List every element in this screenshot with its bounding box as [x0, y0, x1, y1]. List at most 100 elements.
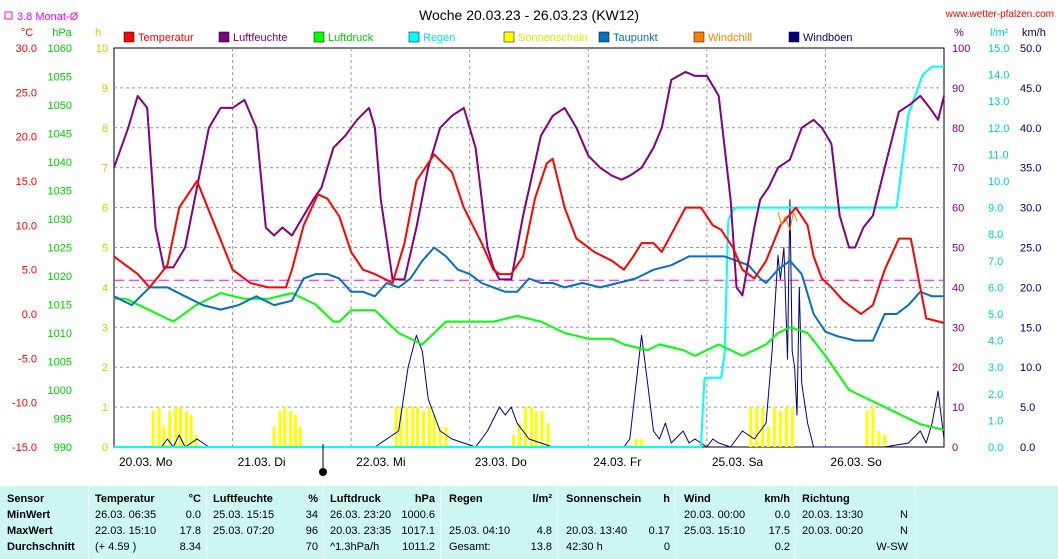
stats-col-sensor: Sensor MinWert MaxWert Durchschnitt	[0, 486, 88, 559]
sunshine-bar	[157, 407, 161, 447]
axis-tick-wind: 5.0	[1020, 402, 1035, 414]
stats-cell: 25.03. 07:20	[213, 525, 275, 537]
axis-tick-press: 1055	[48, 72, 72, 84]
sunshine-bar	[411, 407, 415, 447]
stats-cell: 25.03. 15:15	[213, 509, 275, 521]
stats-cell: 26.03. 06:35	[95, 509, 157, 521]
axis-tick-wind: 30.0	[1020, 203, 1041, 215]
axis-tick-hum: 20	[952, 362, 964, 374]
axis-tick-rain: 12.0	[988, 123, 1009, 135]
axis-tick-rain: 8.0	[988, 229, 1003, 241]
stats-cell: 8.34	[179, 541, 201, 553]
axis-tick-hum: 10	[952, 402, 964, 414]
stats-cell: 0.0	[185, 509, 201, 521]
stats-cell: 20.03. 13:30	[802, 509, 864, 521]
legend-swatch	[313, 31, 325, 43]
series-line-windchill	[777, 211, 798, 231]
sunshine-bar	[151, 411, 155, 447]
sunshine-bar	[640, 439, 644, 447]
axis-tick-hum: 80	[952, 123, 964, 135]
axis-unit-sun: h	[95, 27, 101, 39]
axis-tick-hum: 30	[952, 322, 964, 334]
axis-tick-rain: 3.0	[988, 362, 1003, 374]
axis-tick-hum: 50	[952, 243, 964, 255]
axis-tick-temp: 25.0	[16, 87, 37, 99]
axis-tick-wind: 0.0	[1020, 442, 1035, 454]
legend-label: Luftdruck	[328, 32, 374, 44]
sunshine-bar	[529, 407, 533, 447]
axis-tick-press: 995	[54, 414, 72, 426]
axis-tick-temp: 0.0	[22, 309, 37, 321]
sunshine-bar	[416, 407, 420, 447]
stats-unit-sonnenschein: h	[663, 493, 670, 505]
sunshine-bar	[421, 411, 425, 447]
series-line-temperatur	[113, 153, 945, 324]
axis-tick-temp: 5.0	[22, 265, 37, 277]
sunshine-bar	[432, 415, 436, 447]
axis-tick-press: 990	[54, 442, 72, 454]
x-tick-label: 26.03. So	[830, 455, 882, 469]
axis-tick-hum: 100	[952, 43, 970, 55]
stats-cell: ^1.3hPa/h	[330, 541, 380, 553]
axis-tick-hum: 70	[952, 163, 964, 175]
x-tick-label: 22.03. Mi	[356, 455, 405, 469]
axis-tick-temp: -5.0	[18, 353, 37, 365]
stats-col-empty	[915, 486, 1058, 559]
now-marker-dot	[319, 468, 327, 476]
axis-tick-sun: 5	[102, 243, 108, 255]
legend-label: Temperatur	[138, 32, 194, 44]
axis-tick-press: 1005	[48, 357, 72, 369]
stats-col-luftdruck: Luftdruck hPa 26.03. 23:20 1000.6 20.03.…	[323, 486, 441, 559]
sunshine-bar	[194, 435, 198, 447]
sunshine-bar	[178, 407, 182, 447]
axis-tick-sun: 7	[102, 163, 108, 175]
axis-tick-wind: 10.0	[1020, 362, 1041, 374]
stats-table: Sensor MinWert MaxWert Durchschnitt Temp…	[0, 486, 1058, 559]
stats-cell: N	[900, 525, 908, 537]
sunshine-bar	[427, 407, 431, 447]
axis-tick-wind: 35.0	[1020, 163, 1041, 175]
axis-tick-rain: 13.0	[988, 96, 1009, 108]
axis-tick-wind: 15.0	[1020, 322, 1041, 334]
sunshine-bar	[168, 411, 172, 447]
stats-col-luftfeuchte: Luftfeuchte % 25.03. 15:15 34 25.03. 07:…	[206, 486, 324, 559]
sunshine-bar	[871, 407, 875, 447]
stats-cell: 22.03. 15:10	[95, 525, 157, 537]
sunshine-bar	[289, 411, 293, 447]
axis-tick-sun: 4	[102, 282, 108, 294]
axis-unit-temp: °C	[21, 27, 33, 39]
axis-tick-hum: 90	[952, 83, 964, 95]
stats-cell: 25.03. 15:10	[684, 525, 746, 537]
weather-week-chart: Woche 20.03.23 - 26.03.23 (KW12) www.wet…	[4, 7, 1054, 476]
axis-tick-rain: 14.0	[988, 70, 1009, 82]
stats-cell: 1000.6	[401, 509, 435, 521]
stats-col-temperatur: Temperatur °C 26.03. 06:35 0.0 22.03. 15…	[88, 486, 207, 559]
sunshine-bar	[162, 427, 166, 447]
sunshine-bar	[767, 427, 771, 447]
axis-tick-rain: 0.0	[988, 442, 1003, 454]
stats-cell: 17.5	[768, 525, 790, 537]
axis-tick-rain: 5.0	[988, 309, 1003, 321]
legend-swatch	[503, 31, 515, 43]
sunshine-bar	[444, 427, 448, 447]
sunshine-bar	[438, 427, 442, 447]
sunshine-bar	[523, 407, 527, 447]
sunshine-bar	[784, 407, 788, 447]
axis-tick-press: 1030	[48, 214, 72, 226]
sunshine-bar	[518, 423, 522, 447]
stats-cell: 1017.1	[401, 525, 435, 537]
source-link[interactable]: www.wetter-pfalzen.com	[945, 9, 1054, 20]
x-tick-label: 20.03. Mo	[119, 455, 173, 469]
axis-tick-wind: 50.0	[1020, 43, 1041, 55]
sunshine-bar	[189, 415, 193, 447]
stats-cell: 96	[305, 525, 318, 537]
axis-tick-sun: 10	[96, 43, 108, 55]
axis-tick-hum: 60	[952, 203, 964, 215]
axis-tick-press: 1025	[48, 243, 72, 255]
sunshine-bar	[394, 407, 398, 447]
stats-cell: 0	[663, 541, 670, 553]
legend-swatch	[218, 31, 230, 43]
legend-label: Sonnenschein	[518, 32, 588, 44]
legend-label: Luftfeuchte	[233, 32, 287, 44]
sunshine-bar	[184, 411, 188, 447]
